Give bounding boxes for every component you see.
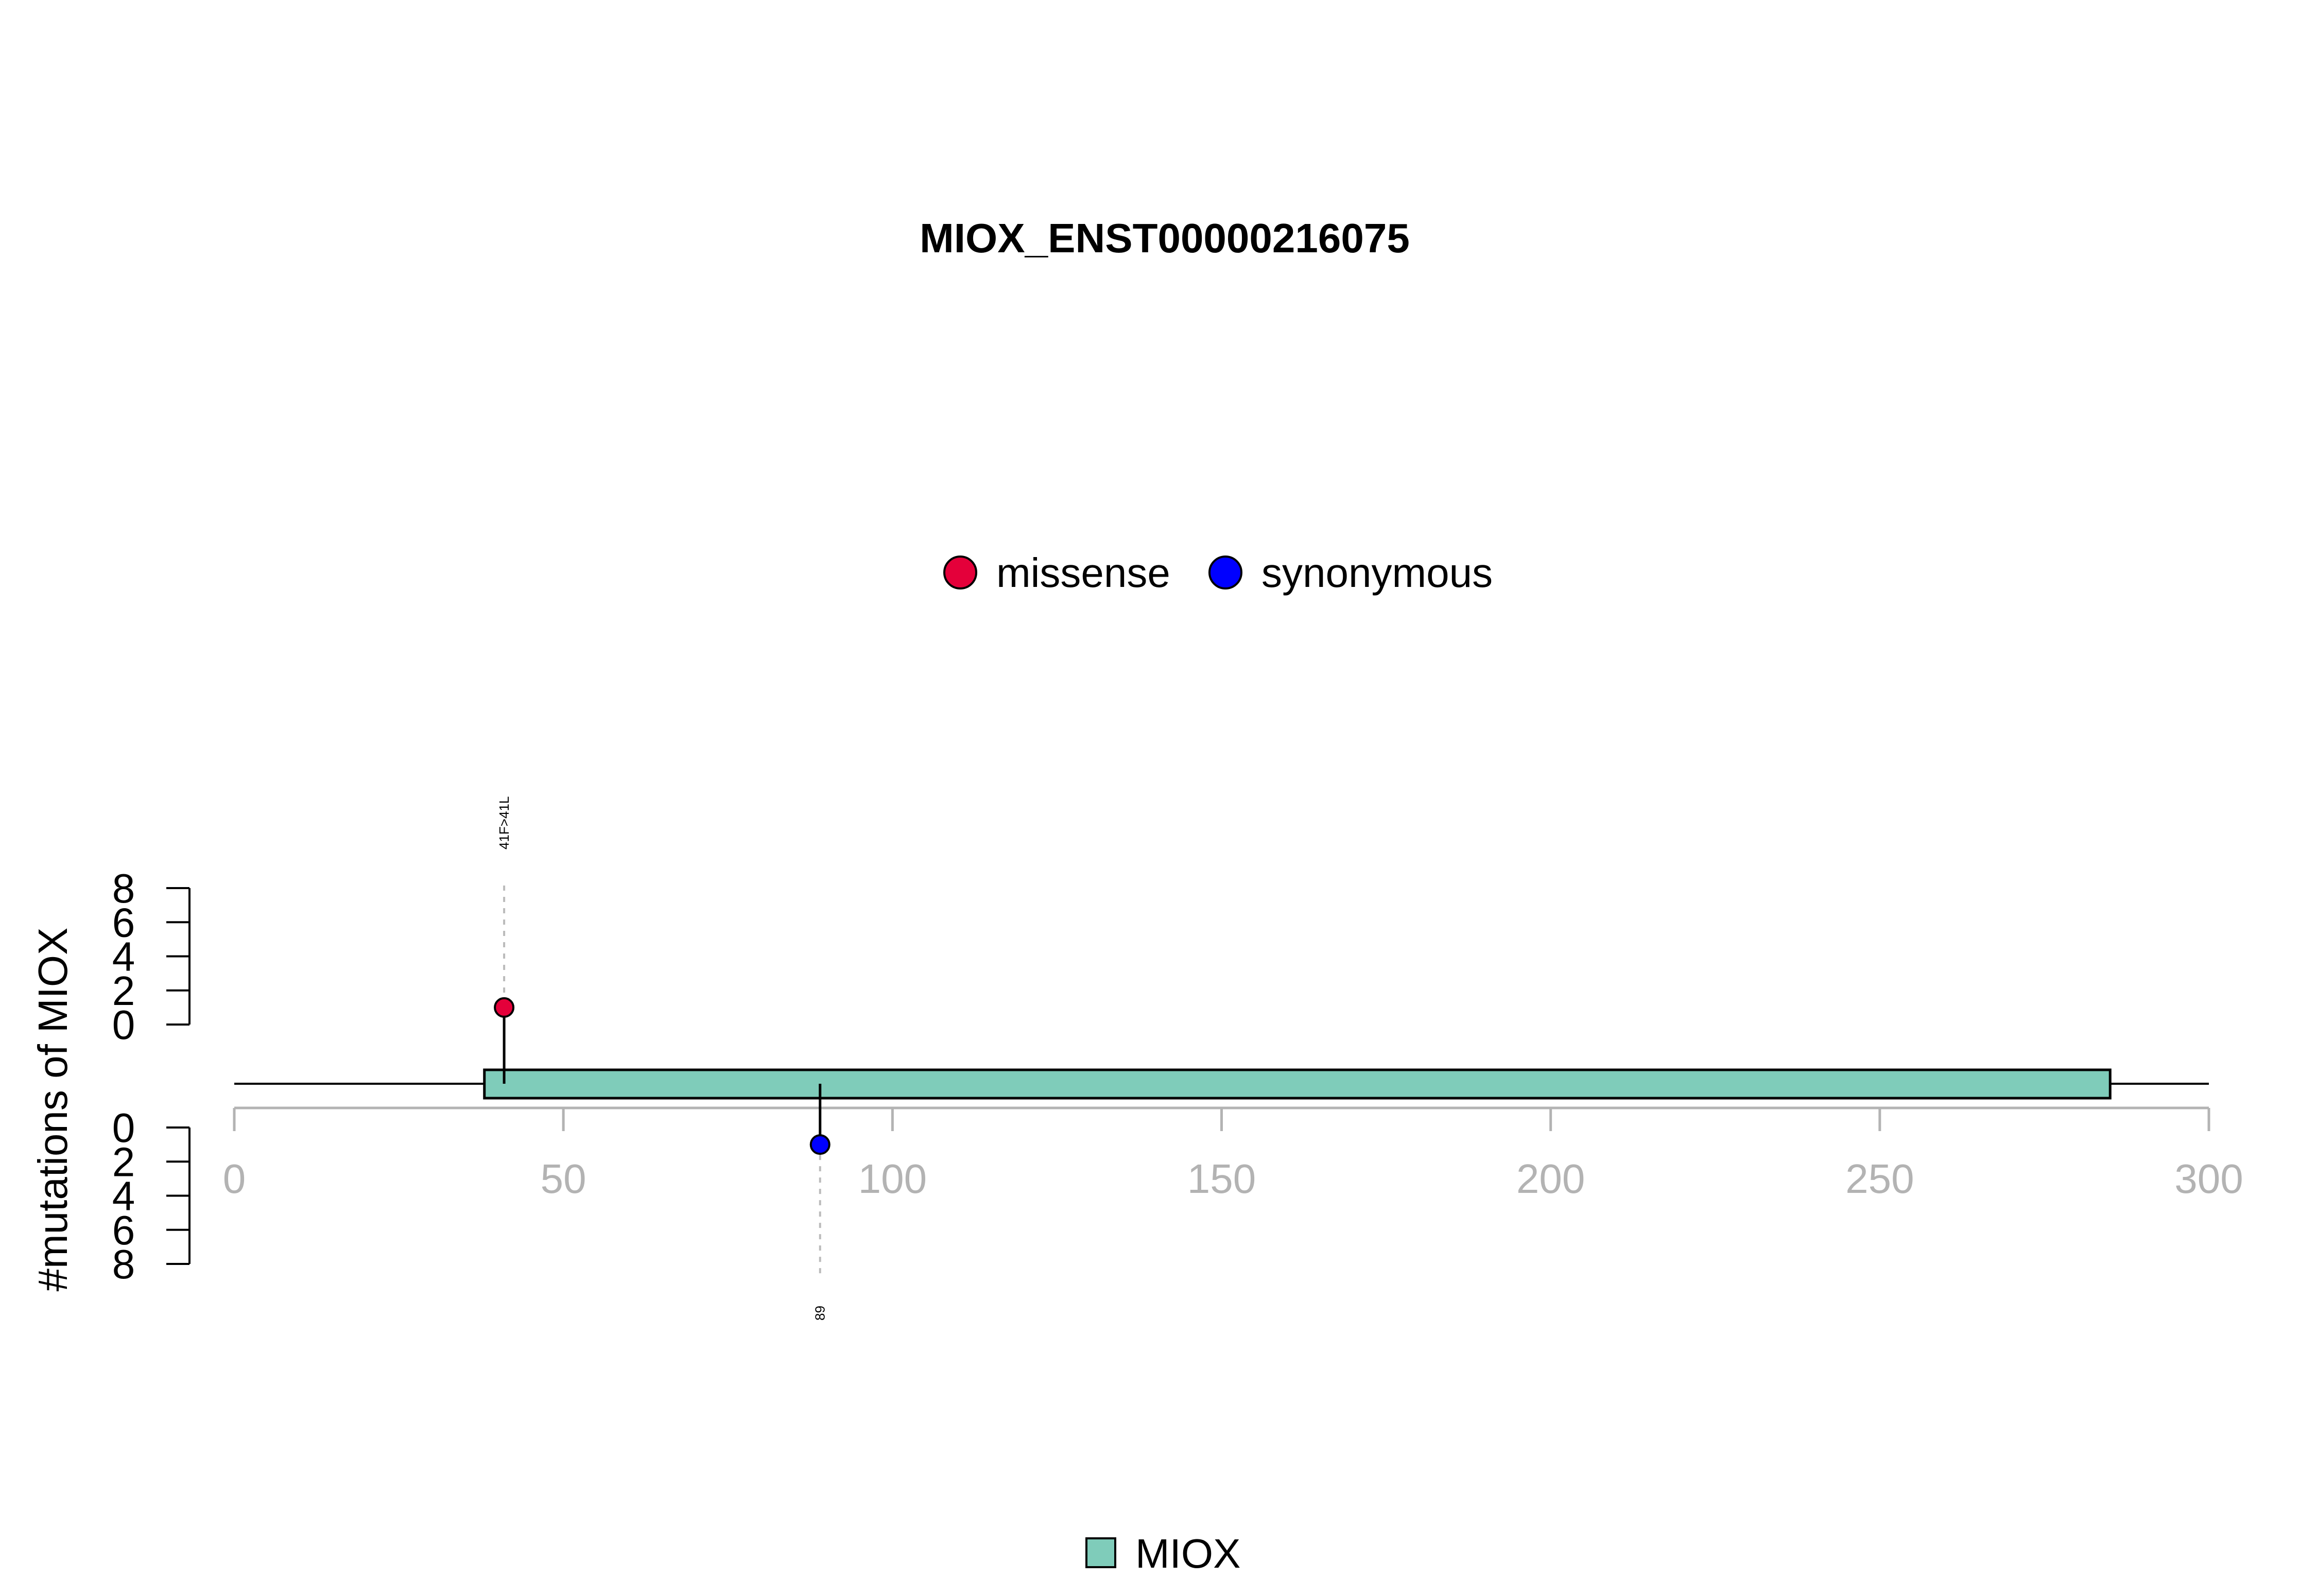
x-tick-label: 200 bbox=[1516, 1156, 1585, 1202]
y-tick-label: 0 bbox=[112, 1002, 135, 1048]
x-tick-label: 50 bbox=[541, 1156, 586, 1202]
x-tick-label: 100 bbox=[858, 1156, 927, 1202]
y-tick-label: 2 bbox=[112, 1139, 135, 1185]
x-tick-label: 300 bbox=[2174, 1156, 2243, 1202]
domain-legend-swatch bbox=[1085, 1537, 1116, 1568]
mutations: 41F>41L 89 bbox=[494, 796, 831, 1321]
domain-MIOX bbox=[483, 1068, 2112, 1100]
y-tick-label: 8 bbox=[112, 1241, 135, 1287]
legend-marker-missense bbox=[943, 556, 977, 589]
mutation-point bbox=[494, 997, 515, 1018]
domains bbox=[483, 1068, 2112, 1100]
y-axis-label: #mutations of MIOX bbox=[30, 928, 76, 1292]
y-tick-label: 0 bbox=[112, 1105, 135, 1151]
legend-label-missense: missense bbox=[996, 550, 1170, 596]
y-tick-label: 4 bbox=[112, 934, 135, 980]
mutation-label: 89 bbox=[812, 1306, 828, 1321]
y-tick-label: 4 bbox=[112, 1173, 135, 1219]
y-tick-label: 6 bbox=[112, 1207, 135, 1253]
x-tick-label: 150 bbox=[1187, 1156, 1256, 1202]
legend-label-synonymous: synonymous bbox=[1261, 550, 1493, 596]
y-tick-label: 6 bbox=[112, 899, 135, 945]
y-tick-label: 2 bbox=[112, 968, 135, 1014]
mutation-legend: missense synonymous bbox=[943, 550, 1493, 596]
mutation-point bbox=[809, 1134, 831, 1155]
x-tick-label: 250 bbox=[1845, 1156, 1914, 1202]
domain-legend: MIOX bbox=[1085, 1531, 1240, 1576]
legend-marker-synonymous bbox=[1208, 556, 1242, 589]
x-tick-label: 0 bbox=[223, 1156, 246, 1202]
x-axis: 0 50 100 150 200 250 300 bbox=[223, 1106, 2243, 1202]
y-tick-label: 8 bbox=[112, 865, 135, 911]
domain-legend-label: MIOX bbox=[1135, 1531, 1240, 1576]
chart-title: MIOX_ENST00000216075 bbox=[920, 215, 1410, 261]
mutation-label: 41F>41L bbox=[496, 796, 512, 849]
